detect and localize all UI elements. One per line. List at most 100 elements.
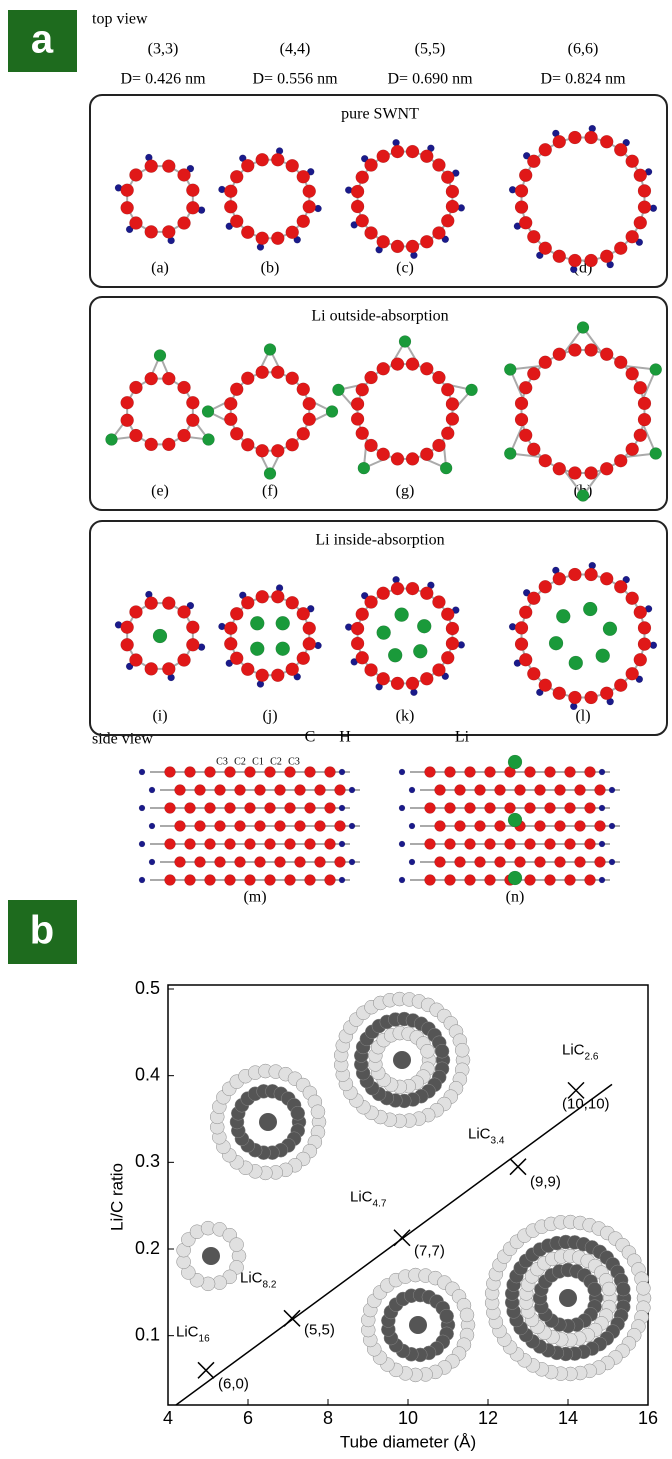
- atom: [527, 230, 540, 243]
- atom: [391, 240, 404, 253]
- atom: [441, 651, 454, 664]
- atom: [435, 821, 446, 832]
- atom: [121, 184, 134, 197]
- atom: [235, 821, 246, 832]
- atom: [129, 429, 142, 442]
- site-label: C3: [288, 756, 300, 767]
- atom: [638, 397, 651, 410]
- atom: [356, 214, 369, 227]
- atom: [575, 857, 586, 868]
- atom: [377, 587, 390, 600]
- atom: [335, 857, 346, 868]
- sphere: [230, 1238, 244, 1252]
- atom: [178, 429, 191, 442]
- atom: [121, 414, 134, 427]
- atom: [186, 201, 199, 214]
- diameter: D= 0.556 nm: [252, 71, 338, 88]
- atom: [145, 662, 158, 675]
- atom: [420, 150, 433, 163]
- atom: [515, 638, 528, 651]
- side-caption: (n): [506, 889, 525, 906]
- atom: [634, 169, 647, 182]
- atom: [145, 160, 158, 173]
- atom: [545, 839, 556, 850]
- sphere: [602, 1282, 616, 1296]
- atom: [634, 606, 647, 619]
- atom: [525, 839, 536, 850]
- atom: [515, 201, 528, 214]
- y-tick-label: 0.3: [135, 1151, 160, 1171]
- atom: [565, 839, 576, 850]
- atom: [585, 767, 596, 778]
- atom: [406, 677, 419, 690]
- atom: [519, 169, 532, 182]
- atom: [139, 769, 145, 775]
- atom: [297, 215, 310, 228]
- atom: [255, 785, 266, 796]
- atom: [455, 857, 466, 868]
- atom: [339, 769, 345, 775]
- atom: [435, 857, 446, 868]
- y-tick-label: 0.5: [135, 978, 160, 998]
- atom: [129, 605, 142, 618]
- atom: [519, 429, 532, 442]
- atom: [406, 452, 419, 465]
- atom: [230, 652, 243, 665]
- atom: [614, 679, 627, 692]
- atom: [406, 240, 419, 253]
- atom: [339, 877, 345, 883]
- atom: [351, 200, 364, 213]
- atom: [638, 201, 651, 214]
- atom: [365, 159, 378, 172]
- atom: [638, 638, 651, 651]
- atom: [553, 462, 566, 475]
- composition-base: LiC: [562, 1041, 585, 1058]
- atom: [325, 767, 336, 778]
- atom: [495, 857, 506, 868]
- atom: [595, 785, 606, 796]
- atom: [275, 857, 286, 868]
- atom: [465, 767, 476, 778]
- atom: [413, 644, 427, 658]
- atom: [295, 785, 306, 796]
- atom: [420, 587, 433, 600]
- atom: [475, 785, 486, 796]
- atom: [162, 438, 175, 451]
- atom: [195, 821, 206, 832]
- site-label: C2: [234, 756, 246, 767]
- atom: [527, 155, 540, 168]
- atom: [515, 397, 528, 410]
- composition-label: LiC16: [176, 1323, 210, 1344]
- atom: [241, 663, 254, 676]
- atom: [230, 170, 243, 183]
- composition-sub: 4.7: [373, 1198, 387, 1209]
- sphere: [455, 1043, 469, 1057]
- atom: [297, 652, 310, 665]
- atom: [265, 803, 276, 814]
- atom: [577, 322, 589, 334]
- atom: [377, 626, 391, 640]
- atom: [315, 857, 326, 868]
- atom: [297, 383, 310, 396]
- atom: [634, 216, 647, 229]
- atom: [515, 621, 528, 634]
- atom: [224, 413, 237, 426]
- atom: [495, 785, 506, 796]
- atom: [446, 397, 459, 410]
- chirality: (6,6): [568, 41, 599, 58]
- box-title: pure SWNT: [341, 106, 419, 123]
- atom: [241, 226, 254, 239]
- atom: [165, 839, 176, 850]
- atom: [535, 857, 546, 868]
- atom: [121, 201, 134, 214]
- atom: [286, 372, 299, 385]
- atom: [205, 839, 216, 850]
- atom: [585, 803, 596, 814]
- site-label: C1: [252, 756, 264, 767]
- atom: [432, 371, 445, 384]
- atom: [388, 648, 402, 662]
- atom: [165, 803, 176, 814]
- atom: [417, 619, 431, 633]
- atom: [275, 821, 286, 832]
- atom: [634, 653, 647, 666]
